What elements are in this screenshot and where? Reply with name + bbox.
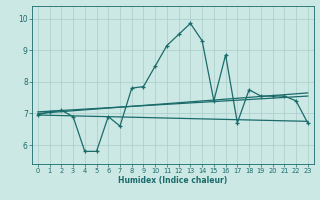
X-axis label: Humidex (Indice chaleur): Humidex (Indice chaleur) [118,176,228,185]
